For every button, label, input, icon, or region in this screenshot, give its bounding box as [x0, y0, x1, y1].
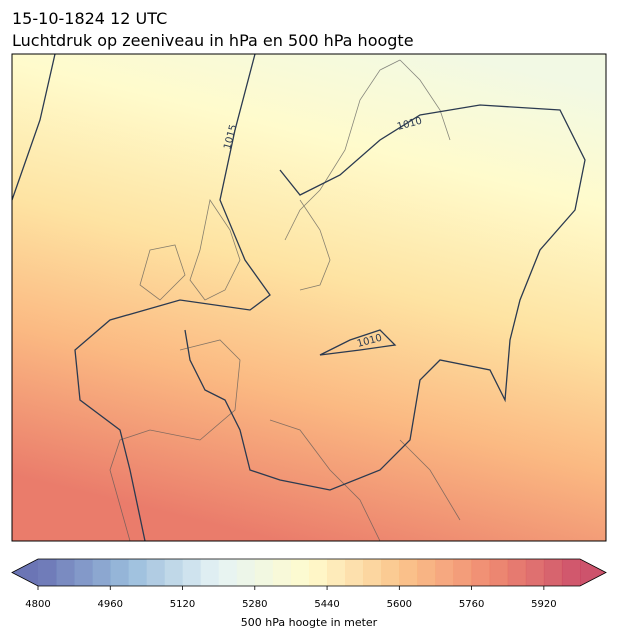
colorbar-segment	[453, 559, 473, 586]
colorbar: 4800 4960 5120 5280 5440 5600 5760 5920	[11, 558, 607, 610]
colorbar-segment	[309, 559, 328, 586]
height-field	[12, 54, 606, 541]
colorbar-segment	[92, 559, 111, 586]
colorbar-segment	[110, 559, 129, 586]
colorbar-segment	[561, 559, 581, 586]
colorbar-segment	[399, 559, 418, 586]
title-line: 15-10-1824 12 UTC	[12, 9, 167, 28]
colorbar-segment	[363, 559, 382, 586]
colorbar-segment	[471, 559, 491, 586]
colorbar-segment	[489, 559, 509, 586]
colorbar-segment	[272, 559, 292, 586]
colorbar-segment	[128, 559, 147, 586]
colorbar-segment	[543, 559, 563, 586]
colorbar-segment	[254, 559, 274, 586]
colorbar-extend-high	[580, 559, 606, 586]
colorbar-segment	[164, 559, 184, 586]
colorbar-segment	[381, 559, 400, 586]
colorbar-tick-label: 5760	[459, 599, 484, 610]
colorbar-segment	[182, 559, 202, 586]
colorbar-segment	[525, 559, 545, 586]
colorbar-segment	[345, 559, 364, 586]
title-line: Luchtdruk op zeeniveau in hPa en 500 hPa…	[12, 31, 414, 50]
colorbar-segment	[200, 559, 220, 586]
colorbar-segment	[218, 559, 238, 586]
coastlines	[109, 59, 461, 541]
colorbar-segment	[435, 559, 455, 586]
colorbar-segment	[327, 559, 346, 586]
colorbar-segment	[507, 559, 527, 586]
colorbar-segment	[74, 559, 93, 586]
colorbar-tick-label: 4800	[25, 599, 50, 610]
colorbar-segment	[417, 559, 436, 586]
colorbar-segment	[146, 559, 165, 586]
map: 1015 1010 1010	[12, 54, 606, 541]
map-frame	[11, 53, 607, 542]
colorbar-tick-label: 5600	[387, 599, 412, 610]
colorbar-segment	[236, 559, 256, 586]
colorbar-outline	[11, 558, 607, 587]
colorbar-segment	[38, 559, 57, 586]
colorbar-extend-low	[12, 559, 38, 586]
colorbar-segment	[56, 559, 75, 586]
colorbar-segment	[290, 559, 310, 586]
colorbar-tick-label: 5280	[242, 599, 267, 610]
colorbar-tick-label: 5440	[314, 599, 339, 610]
colorbar-label: 500 hPa hoogte in meter	[241, 616, 378, 629]
colorbar-tick-label: 4960	[98, 599, 123, 610]
colorbar-tick-label: 5920	[531, 599, 556, 610]
colorbar-tick-label: 5120	[170, 599, 195, 610]
isobars	[12, 54, 586, 541]
